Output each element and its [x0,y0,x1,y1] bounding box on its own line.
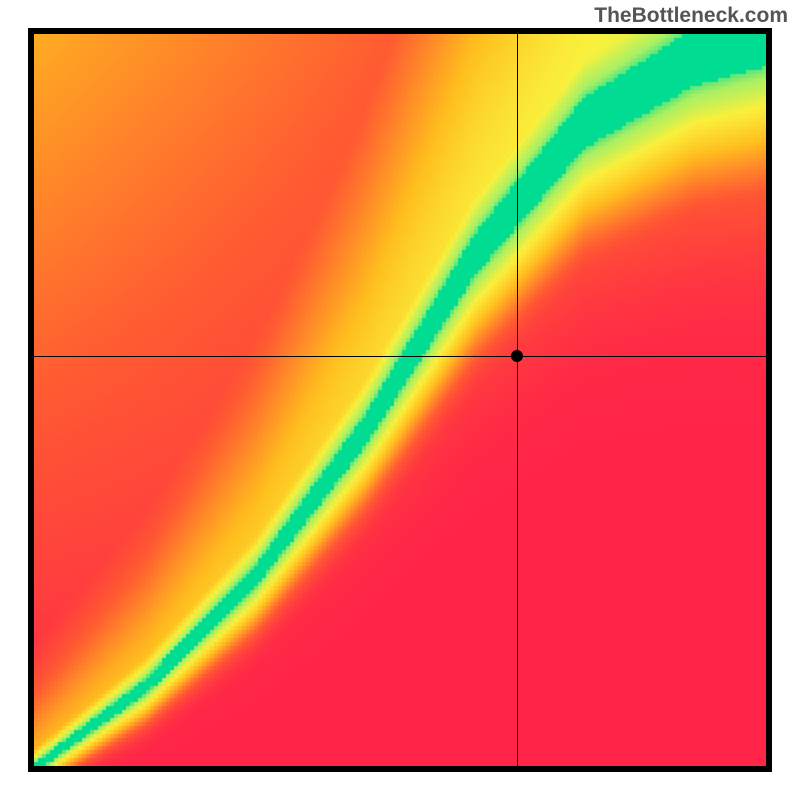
crosshair-vertical [517,34,518,766]
chart-container: TheBottleneck.com [0,0,800,800]
heatmap-canvas [34,34,766,766]
crosshair-marker [511,350,523,362]
crosshair-horizontal [34,356,766,357]
watermark-text: TheBottleneck.com [594,4,788,28]
